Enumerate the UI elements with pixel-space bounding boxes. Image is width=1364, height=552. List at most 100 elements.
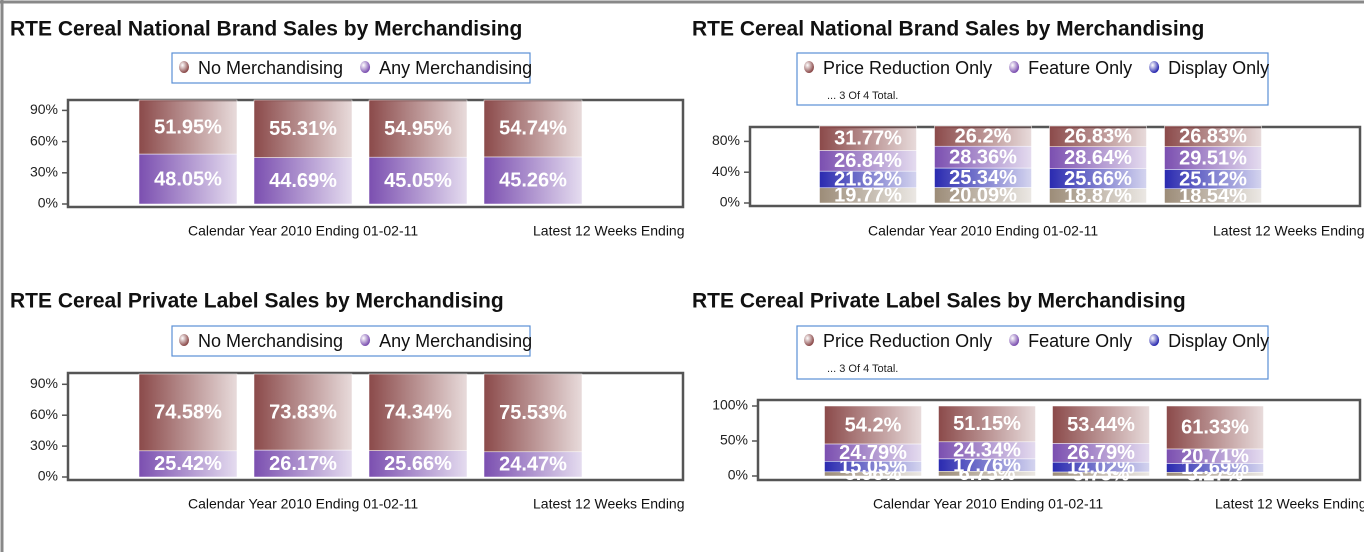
legend-marker [360,334,371,346]
value-label: 26.83% [1064,126,1132,148]
bar-segment [368,99,468,158]
value-label: 55.31% [269,118,337,140]
legend-label: Feature Only [1028,331,1132,351]
y-tick-label: 90% [30,375,58,391]
legend-box [796,325,1269,380]
chart-title: RTE Cereal Private Label Sales by Mercha… [692,290,1186,313]
bar-segment [368,373,468,451]
legend-box [796,52,1269,106]
value-label: 26.79% [1067,442,1135,464]
bar-segment [368,156,468,205]
value-label: 75.53% [499,402,567,424]
value-label: 24.79% [839,442,907,464]
bar-segment [1049,125,1147,147]
legend-marker [179,334,189,346]
value-label: 74.58% [154,402,222,424]
plot-frame [66,371,685,482]
bar-segment [138,99,238,155]
bar-segment [138,373,238,452]
value-label: 25.12% [1179,168,1247,190]
legend-label: Any Merchandising [379,58,532,78]
value-label: 28.64% [1064,147,1132,169]
value-label: 25.66% [384,453,452,475]
bar-segment [819,125,917,151]
value-label: 25.42% [154,453,222,475]
x-tick-label: Latest 12 Weeks Ending [1213,223,1364,239]
bar-segment [483,99,583,158]
x-tick-label: Latest 12 Weeks Ending [533,223,685,239]
y-tick-label: 60% [30,132,58,148]
legend-label: Display Only [1168,331,1269,351]
bar-segment [253,449,353,478]
value-label: 45.05% [384,170,452,192]
y-tick-label: 50% [720,432,748,448]
legend-note: ... 3 Of 4 Total. [827,90,898,102]
value-label: 73.83% [269,401,337,423]
legend-label: Any Merchandising [379,331,532,351]
x-tick-label: Calendar Year 2010 Ending 01-02-11 [873,496,1103,512]
y-tick-label: 0% [720,194,740,210]
bar-segment [483,156,583,205]
bar-segment [938,405,1036,443]
value-label: 21.62% [834,169,902,191]
value-label: 19.77% [834,185,902,207]
value-label: 17.76% [953,454,1021,476]
bar-segment [934,125,1032,147]
bar-segment [253,99,353,158]
value-label: 28.36% [949,146,1017,168]
chart-title: RTE Cereal National Brand Sales by Merch… [10,18,522,41]
legend-marker [1149,334,1160,346]
value-label: 45.26% [499,170,567,192]
bar-segment [1164,125,1262,147]
x-tick-label: Calendar Year 2010 Ending 01-02-11 [868,223,1098,239]
value-label: 26.84% [834,150,902,172]
legend-box [171,52,531,84]
bar-segment [138,153,238,205]
legend-marker [1009,334,1020,346]
y-tick-label: 0% [38,195,58,211]
legend-label: Price Reduction Only [823,331,992,351]
value-label: 25.34% [949,167,1017,189]
value-label: 54.2% [845,414,902,436]
y-tick-label: 60% [30,406,58,422]
legend-marker [1149,61,1160,73]
value-label: 51.15% [953,413,1021,435]
bar-segment [253,373,353,451]
value-label: 54.74% [499,118,567,140]
bar-segment [824,405,922,445]
y-tick-label: 30% [30,437,58,453]
value-label: 26.83% [1179,126,1247,148]
legend-note: ... 3 Of 4 Total. [827,363,898,375]
legend-label: Price Reduction Only [823,58,992,78]
value-label: 44.69% [269,170,337,192]
value-label: 18.54% [1179,185,1247,207]
legend-marker [360,61,371,73]
value-label: 26.17% [269,453,337,475]
bar-segment [1166,405,1264,450]
value-label: 26.2% [955,125,1012,147]
y-tick-label: 0% [38,468,58,484]
x-tick-label: Calendar Year 2010 Ending 01-02-11 [188,223,418,239]
bar-segment [483,451,583,478]
legend-label: No Merchandising [198,58,343,78]
y-tick-label: 100% [712,397,748,413]
y-tick-label: 30% [30,164,58,180]
y-tick-label: 0% [728,467,748,483]
legend-box [171,325,531,357]
value-label: 29.51% [1179,147,1247,169]
value-label: 24.47% [499,454,567,476]
legend-label: Feature Only [1028,58,1132,78]
plot-frame [756,398,1362,482]
bar-segment [138,450,238,478]
x-tick-label: Latest 12 Weeks Ending [533,496,685,512]
value-label: 24.34% [953,440,1021,462]
legend-marker [179,61,189,73]
value-label: 53.44% [1067,414,1135,436]
value-label: 20.09% [949,185,1017,207]
bar-segment [483,373,583,453]
value-label: 20.71% [1181,445,1249,467]
value-label: 48.05% [154,168,222,190]
y-tick-label: 40% [712,163,740,179]
